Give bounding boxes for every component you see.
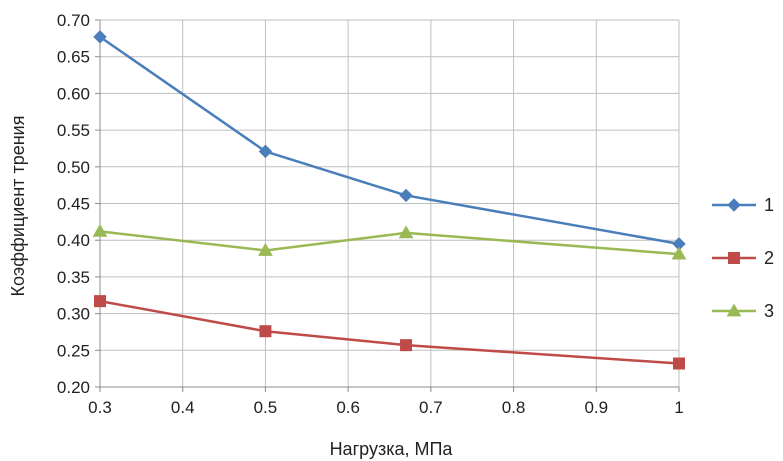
data-point [398,225,414,239]
data-point [93,30,107,44]
y-tick-label: 0.55 [57,121,90,140]
x-tick-label: 1 [674,398,683,417]
data-point [258,144,273,159]
legend-label: 2 [764,248,774,268]
y-tick-label: 0.20 [57,378,90,397]
data-point [671,246,687,260]
legend-item: 1 [712,195,774,215]
y-tick-label: 0.40 [57,231,90,250]
x-tick-label: 0.8 [502,398,526,417]
x-axis-title: Нагрузка, МПа [330,439,454,459]
legend-item: 2 [712,248,774,268]
y-tick-label: 0.70 [57,11,90,30]
legend: 1 2 3 [712,195,774,321]
data-point [258,242,273,256]
legend-label: 1 [764,195,774,215]
legend-item: 3 [712,301,774,321]
data-point [673,357,685,370]
y-tick-label: 0.50 [57,158,90,177]
data-point [92,223,108,237]
series-2 [94,295,685,370]
y-axis-title: Коэффициент трения [8,116,28,297]
x-tick-labels: 0.3 0.4 0.5 0.6 0.7 0.8 0.9 1 [88,398,684,417]
x-tick-label: 0.4 [171,398,195,417]
x-tick-label: 0.6 [336,398,360,417]
series-line [99,230,680,256]
y-tick-label: 0.30 [57,305,90,324]
data-point [400,339,413,352]
y-tick-labels: 0.20 0.25 0.30 0.35 0.40 0.45 0.50 0.55 0.60 0.65… [57,11,90,397]
series-line [99,299,680,365]
y-tick-label: 0.35 [57,268,90,287]
series-line [99,35,680,246]
x-tick-label: 0.3 [88,398,112,417]
y-tick-label: 0.60 [57,84,90,103]
legend-marker [728,252,740,264]
grid [99,19,680,388]
data-point [94,295,106,308]
axes [95,19,680,392]
y-tick-label: 0.25 [57,341,90,360]
series-3 [92,223,687,260]
y-tick-label: 0.45 [57,195,90,214]
data-point [259,325,272,338]
x-tick-label: 0.7 [419,398,443,417]
series-group [92,30,687,370]
legend-marker [727,198,741,212]
legend-marker [726,303,742,317]
legend-label: 3 [764,301,774,321]
series-1 [93,30,686,251]
x-tick-label: 0.5 [254,398,278,417]
data-point [399,188,413,203]
x-tick-label: 0.9 [584,398,608,417]
y-tick-label: 0.65 [57,48,90,67]
